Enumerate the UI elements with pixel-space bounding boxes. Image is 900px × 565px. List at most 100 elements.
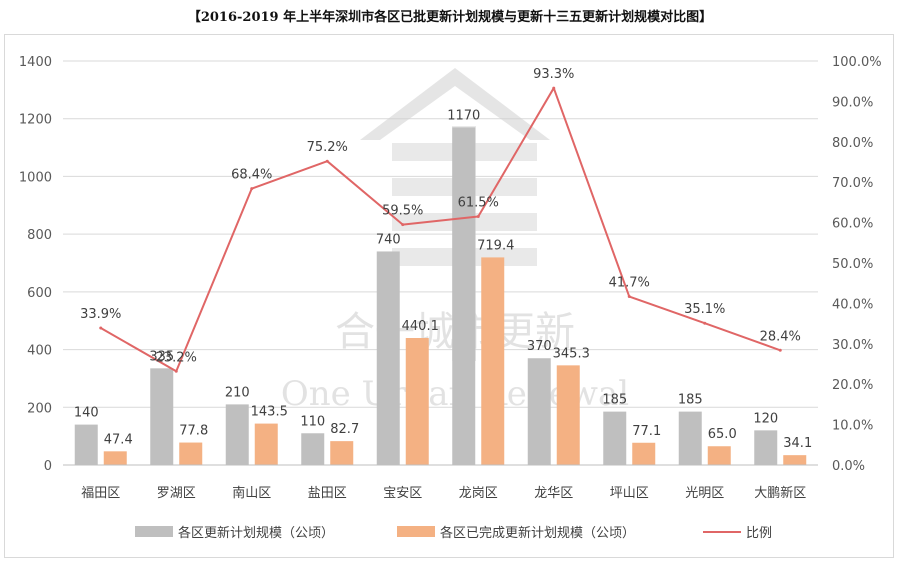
watermark-roof (360, 68, 550, 140)
completed-bar-label: 77.8 (179, 424, 208, 439)
completed-bar-label: 345.3 (553, 346, 590, 361)
completed-bar-label: 143.5 (251, 405, 288, 420)
plan-bar (225, 404, 249, 465)
y-right-tick-label: 80.0% (832, 136, 873, 151)
legend-label-plan: 各区更新计划规模（公顷） (178, 525, 334, 541)
plan-bar-label: 210 (225, 385, 250, 400)
ratio-label: 33.9% (80, 307, 121, 322)
ratio-point (476, 215, 480, 219)
x-category-label: 坪山区 (610, 486, 649, 501)
completed-bar-label: 82.7 (330, 422, 359, 437)
plan-bar (74, 424, 98, 465)
y-right-tick-label: 10.0% (832, 419, 873, 434)
ratio-point (250, 187, 254, 191)
legend-swatch-completed (397, 526, 435, 537)
y-right-tick-label: 50.0% (832, 257, 873, 272)
completed-bar (481, 257, 505, 465)
ratio-line (100, 87, 781, 373)
y-left-tick-label: 0 (44, 459, 52, 474)
completed-bar (707, 446, 731, 465)
plan-bar-label: 110 (300, 414, 325, 429)
x-category-label: 宝安区 (383, 486, 422, 501)
y-right-tick-label: 90.0% (832, 95, 873, 110)
plan-bar (527, 358, 551, 465)
y-right-tick-label: 40.0% (832, 297, 873, 312)
x-category-label: 盐田区 (308, 486, 347, 501)
completed-bar (405, 337, 429, 465)
plan-bar (376, 251, 400, 465)
plan-bar (301, 433, 325, 465)
ratio-line-layer (99, 86, 782, 373)
y-left-tick-label: 200 (27, 401, 52, 416)
y-left-tick-label: 400 (27, 344, 52, 359)
legend: 各区更新计划规模（公顷） 各区已完成更新计划规模（公顷） 比例 (135, 525, 772, 541)
plan-bar (150, 368, 174, 465)
x-category-label: 龙岗区 (459, 486, 498, 501)
completed-bar (254, 423, 278, 465)
x-category-label: 大鹏新区 (754, 485, 806, 501)
ratio-label: 23.2% (156, 350, 197, 365)
plan-bar-label: 1170 (447, 108, 480, 123)
y-right-tick-label: 0.0% (832, 459, 865, 474)
completed-bar (330, 441, 354, 465)
ratio-label: 35.1% (684, 302, 725, 317)
plan-bar-label: 120 (753, 411, 778, 426)
ratio-point (401, 223, 405, 227)
x-category-label: 龙华区 (534, 486, 573, 501)
completed-bar (103, 451, 127, 465)
ratio-point (778, 348, 782, 352)
chart-frame (4, 34, 894, 558)
y-left-tick-label: 800 (27, 228, 52, 243)
plan-bar (678, 411, 702, 465)
chart-title: 【2016-2019 年上半年深圳市各区已批更新计划规模与更新十三五更新计划规模… (187, 10, 713, 25)
x-category-label: 罗湖区 (157, 486, 196, 501)
x-category-label: 光明区 (685, 486, 724, 501)
plan-bar (452, 127, 476, 465)
ratio-label: 93.3% (533, 67, 574, 82)
completed-bar-label: 34.1 (783, 436, 812, 451)
ratio-label: 41.7% (609, 276, 650, 291)
ratio-point (552, 86, 556, 90)
ratio-point (703, 321, 707, 325)
legend-label-ratio: 比例 (746, 526, 772, 541)
legend-label-completed: 各区已完成更新计划规模（公顷） (440, 525, 635, 541)
ratio-label: 75.2% (307, 140, 348, 155)
completed-bar-label: 440.1 (402, 319, 439, 334)
completed-bar (556, 365, 580, 465)
axes: 0 200 400 600 800 1000 1200 1400 0.0% 10.0% 20.0% 3… (19, 55, 882, 501)
legend-swatch-plan (135, 526, 173, 537)
plan-bar (603, 411, 627, 465)
y-left-tick-label: 600 (27, 286, 52, 301)
completed-bar-label: 65.0 (708, 427, 737, 442)
completed-bar-label: 719.4 (477, 238, 514, 253)
plan-bar-label: 370 (527, 339, 552, 354)
y-right-tick-label: 30.0% (832, 338, 873, 353)
plan-bar (754, 430, 778, 465)
completed-bar (783, 455, 807, 465)
ratio-point (174, 369, 178, 373)
completed-bar (632, 442, 656, 465)
ratio-label: 59.5% (382, 204, 423, 219)
completed-bar-label: 77.1 (632, 424, 661, 439)
x-category-label: 南山区 (232, 485, 271, 501)
completed-bar-label: 47.4 (104, 432, 133, 447)
bars (74, 127, 807, 465)
y-right-tick-label: 100.0% (832, 55, 882, 70)
plan-bar-label: 335 (149, 349, 174, 364)
y-left-tick-label: 1400 (19, 55, 52, 70)
plan-bar-label: 140 (74, 406, 99, 421)
y-left-tick-label: 1000 (19, 170, 52, 185)
ratio-label: 28.4% (760, 329, 801, 344)
y-left-tick-label: 1200 (19, 113, 52, 128)
ratio-label: 68.4% (231, 168, 272, 183)
ratio-label: 61.5% (458, 196, 499, 211)
y-right-tick-label: 70.0% (832, 176, 873, 191)
completed-bar (179, 442, 203, 465)
plan-bar-label: 185 (678, 393, 703, 408)
ratio-point (99, 326, 103, 330)
ratio-point (627, 295, 631, 299)
ratio-point (325, 159, 329, 163)
gridlines (63, 60, 818, 408)
